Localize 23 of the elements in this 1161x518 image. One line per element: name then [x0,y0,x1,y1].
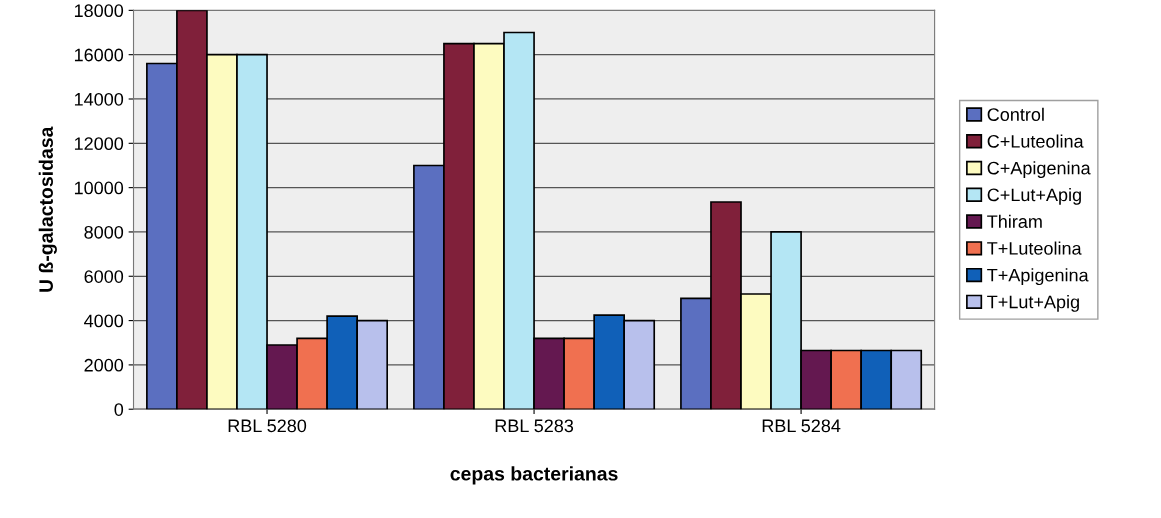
legend-label: C+Luteolina [987,134,1084,148]
y-tick-label: 0 [114,403,124,416]
x-tick-label: RBL 5283 [495,419,574,433]
legend-label: Thiram [987,214,1042,229]
legend-label: C+Apigenina [987,161,1091,179]
y-tick-label: 16000 [74,48,124,62]
y-tick-label: 8000 [84,225,124,239]
y-tick-label: 14000 [74,92,124,106]
y-tick-label: 6000 [84,270,124,283]
legend-label: T+Apigenina [987,268,1089,286]
y-axis-title: U ß-galactosidasa [38,126,57,292]
legend-label: T+Luteolina [987,241,1082,255]
y-tick-label: 2000 [84,358,124,372]
y-tick-label: 4000 [84,314,124,328]
legend-label: Control [987,107,1044,121]
legend-label: C+Lut+Apig [987,187,1081,205]
x-tick-label: RBL 5280 [228,419,307,433]
y-tick-label: 10000 [74,181,124,195]
y-tick-label: 18000 [74,4,124,18]
x-axis-title: cepas bacterianas [450,466,618,485]
y-tick-label: 12000 [74,137,124,151]
legend-label: T+Lut+Apig [987,295,1079,312]
x-tick-label: RBL 5284 [762,419,841,433]
